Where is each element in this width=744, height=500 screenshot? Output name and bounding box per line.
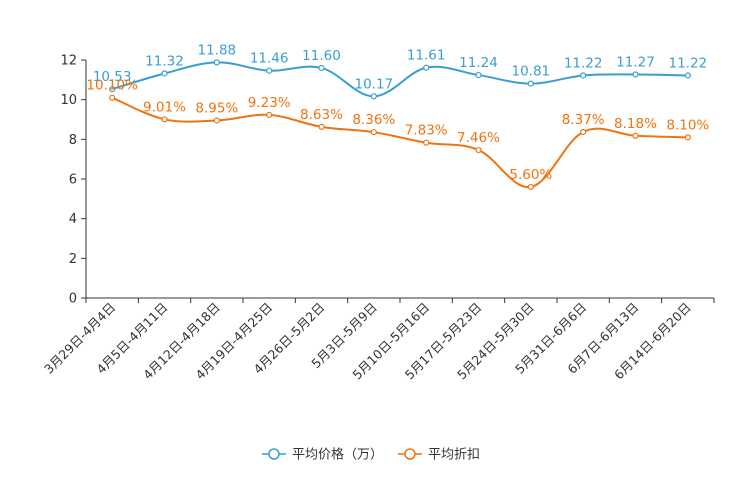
data-point[interactable] bbox=[213, 59, 220, 66]
data-point[interactable] bbox=[109, 94, 116, 101]
data-label: 5.60% bbox=[509, 167, 552, 183]
data-label: 8.36% bbox=[352, 112, 395, 128]
data-point[interactable] bbox=[580, 72, 587, 79]
legend-item-average-discount[interactable]: 平均折扣 bbox=[398, 448, 480, 463]
data-point[interactable] bbox=[318, 123, 325, 130]
data-label: 11.24 bbox=[459, 55, 498, 71]
y-tick-label: 12 bbox=[60, 54, 77, 69]
data-point[interactable] bbox=[266, 111, 273, 119]
data-label: 9.01% bbox=[143, 99, 186, 115]
y-tick-label: 0 bbox=[69, 292, 77, 307]
data-label: 10.81 bbox=[512, 64, 551, 80]
legend-item-average-price[interactable]: 平均价格（万） bbox=[262, 447, 383, 463]
legend-swatch-marker bbox=[268, 448, 280, 460]
axes: 0246810123月29日-4月4日4月5日-4月11日4月12日-4月18日… bbox=[41, 54, 715, 382]
data-point[interactable] bbox=[370, 93, 377, 100]
data-point[interactable] bbox=[475, 146, 482, 154]
data-label: 11.60 bbox=[302, 48, 341, 64]
series-average-price: 10.53 11.32 11.88 11.46 11.60 10.17 11.61 11.24… bbox=[93, 42, 708, 100]
data-label: 8.63% bbox=[300, 107, 343, 123]
data-point[interactable] bbox=[213, 117, 220, 124]
data-label: 10.17 bbox=[355, 76, 394, 92]
data-point[interactable] bbox=[423, 64, 430, 71]
data-label: 8.37% bbox=[562, 112, 605, 128]
data-label: 7.46% bbox=[457, 130, 500, 146]
data-point[interactable] bbox=[423, 139, 430, 146]
data-label: 8.95% bbox=[195, 100, 238, 116]
data-label: 9.23% bbox=[248, 95, 291, 111]
y-tick-label: 8 bbox=[69, 133, 77, 148]
data-label: 11.32 bbox=[145, 53, 184, 69]
data-point[interactable] bbox=[266, 67, 273, 74]
data-point[interactable] bbox=[109, 86, 116, 93]
data-label: 11.46 bbox=[250, 51, 289, 67]
y-tick-label: 4 bbox=[69, 212, 77, 227]
data-point[interactable] bbox=[370, 129, 377, 136]
series-average-discount: 10.10% 9.01% 8.95% 9.23% 8.63% 8.36% 7.83% 7.46… bbox=[86, 78, 709, 191]
data-label: 11.61 bbox=[407, 48, 446, 64]
data-label: 10.10% bbox=[86, 78, 138, 94]
legend-swatch-marker bbox=[404, 448, 416, 460]
data-label: 11.22 bbox=[564, 55, 603, 71]
data-label: 8.10% bbox=[666, 117, 709, 133]
data-point[interactable] bbox=[684, 72, 691, 79]
data-label: 11.27 bbox=[616, 54, 655, 70]
data-label: 11.22 bbox=[669, 55, 708, 71]
y-tick-label: 6 bbox=[69, 173, 77, 188]
series-layer: 10.53 11.32 11.88 11.46 11.60 10.17 11.61 11.24… bbox=[86, 42, 709, 191]
data-point[interactable] bbox=[684, 134, 691, 141]
data-point[interactable] bbox=[632, 132, 639, 139]
data-point[interactable] bbox=[527, 80, 534, 87]
legend-label: 平均折扣 bbox=[428, 448, 480, 463]
data-point[interactable] bbox=[161, 70, 168, 77]
legend-label: 平均价格（万） bbox=[292, 447, 383, 463]
data-label: 11.88 bbox=[198, 42, 237, 58]
data-point[interactable] bbox=[475, 71, 482, 79]
data-point[interactable] bbox=[318, 64, 325, 72]
y-tick-label: 2 bbox=[69, 252, 77, 267]
data-label: 10.53 bbox=[93, 69, 132, 85]
data-point[interactable] bbox=[580, 128, 587, 136]
y-tick-label: 10 bbox=[60, 93, 77, 108]
data-point[interactable] bbox=[527, 183, 534, 191]
data-point[interactable] bbox=[632, 71, 639, 78]
data-label: 7.83% bbox=[405, 123, 448, 139]
data-label: 8.18% bbox=[614, 116, 657, 132]
legend[interactable]: 平均价格（万） 平均折扣 bbox=[262, 447, 480, 463]
data-point[interactable] bbox=[161, 116, 168, 123]
